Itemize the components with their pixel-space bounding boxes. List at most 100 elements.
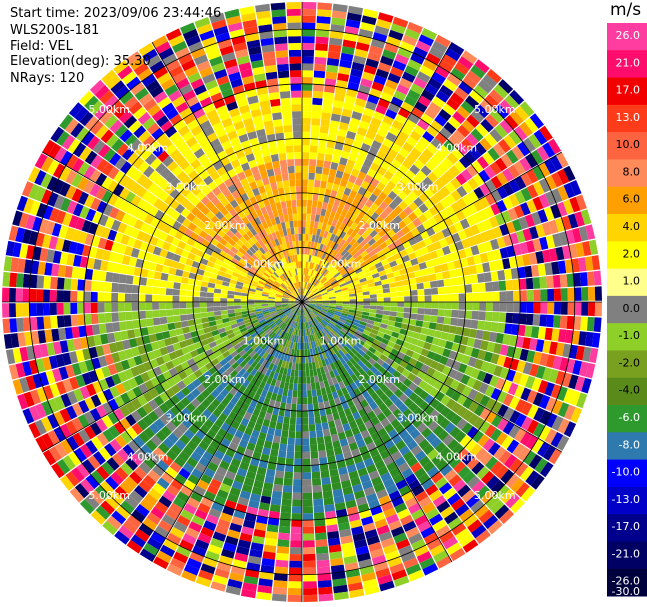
velocity-gate [435,132,448,145]
velocity-gate [444,511,459,525]
velocity-gate [308,302,316,305]
velocity-gate [416,314,425,321]
velocity-gate [315,304,322,308]
velocity-gate [580,209,592,225]
velocity-gate [526,289,534,302]
velocity-gate [498,79,514,94]
velocity-gate [510,477,525,493]
velocity-gate [152,286,160,295]
velocity-gate [445,205,456,217]
velocity-gate [216,466,228,477]
velocity-gate [234,429,244,439]
velocity-gate [453,259,462,269]
velocity-gate [332,100,344,109]
velocity-gate [410,337,419,346]
velocity-gate [331,376,339,385]
velocity-gate [478,382,489,395]
velocity-gate [117,302,125,312]
velocity-gate [519,313,527,325]
velocity-gate [262,551,276,560]
velocity-gate [293,472,302,480]
velocity-gate [337,128,348,138]
velocity-gate [287,588,302,596]
velocity-gate [338,318,346,324]
velocity-gate [593,317,602,333]
velocity-gate [320,118,330,127]
velocity-gate [522,228,533,242]
velocity-gate [375,335,383,342]
velocity-gate [447,517,463,531]
velocity-gate [422,321,430,329]
velocity-gate [286,451,295,459]
velocity-gate [262,375,269,383]
velocity-gate [282,491,292,500]
velocity-gate [131,293,139,302]
velocity-gate [153,325,162,334]
velocity-gate [261,558,275,567]
velocity-gate [351,448,361,458]
velocity-gate [336,403,344,413]
velocity-gate [172,308,180,316]
velocity-gate [316,353,321,362]
velocity-gate [260,404,269,413]
velocity-gate [397,302,405,307]
velocity-gate [507,164,520,179]
velocity-gate [582,346,592,362]
velocity-gate [402,520,417,532]
velocity-gate [314,279,320,287]
velocity-gate [200,473,213,485]
velocity-gate [321,373,328,381]
velocity-gate [314,249,319,257]
velocity-gate [346,159,356,169]
velocity-gate [56,303,64,315]
velocity-gate [319,463,329,472]
velocity-gate [313,409,321,418]
velocity-gate [355,417,364,427]
velocity-gate [309,220,315,228]
velocity-gate [332,412,340,421]
velocity-gate [335,297,343,301]
velocity-gate [390,175,401,185]
velocity-gate [361,480,373,490]
velocity-gate [532,238,542,252]
velocity-gate [163,538,179,552]
velocity-gate [191,515,205,527]
velocity-gate [423,199,434,210]
velocity-gate [379,384,389,393]
velocity-gate [325,314,333,319]
velocity-gate [175,269,184,277]
velocity-gate [526,199,538,214]
velocity-gate [285,403,292,411]
velocity-gate [470,319,479,329]
velocity-gate [111,282,119,293]
velocity-gate [242,582,258,592]
velocity-gate [398,383,408,393]
velocity-gate [227,426,237,436]
velocity-gate [225,535,239,546]
velocity-gate [513,160,526,175]
velocity-gate [305,335,309,343]
velocity-gate [474,358,484,370]
velocity-gate [315,166,323,174]
velocity-gate [318,313,325,318]
velocity-gate [439,355,449,366]
velocity-gate [302,83,313,91]
velocity-gate [422,131,435,143]
velocity-gate [435,272,444,281]
velocity-gate [388,282,397,288]
velocity-gate [539,276,548,289]
velocity-gate [339,438,349,447]
velocity-gate [344,165,353,175]
velocity-gate [318,450,327,458]
velocity-gate [213,288,222,294]
velocity-gate [264,412,272,421]
velocity-gate [304,315,307,323]
velocity-gate [525,313,534,326]
velocity-gate [417,520,432,533]
velocity-gate [288,348,293,356]
velocity-gate [275,470,285,479]
velocity-gate [506,439,520,454]
velocity-gate [98,270,107,282]
velocity-gate [322,105,333,114]
velocity-gate [36,275,45,289]
